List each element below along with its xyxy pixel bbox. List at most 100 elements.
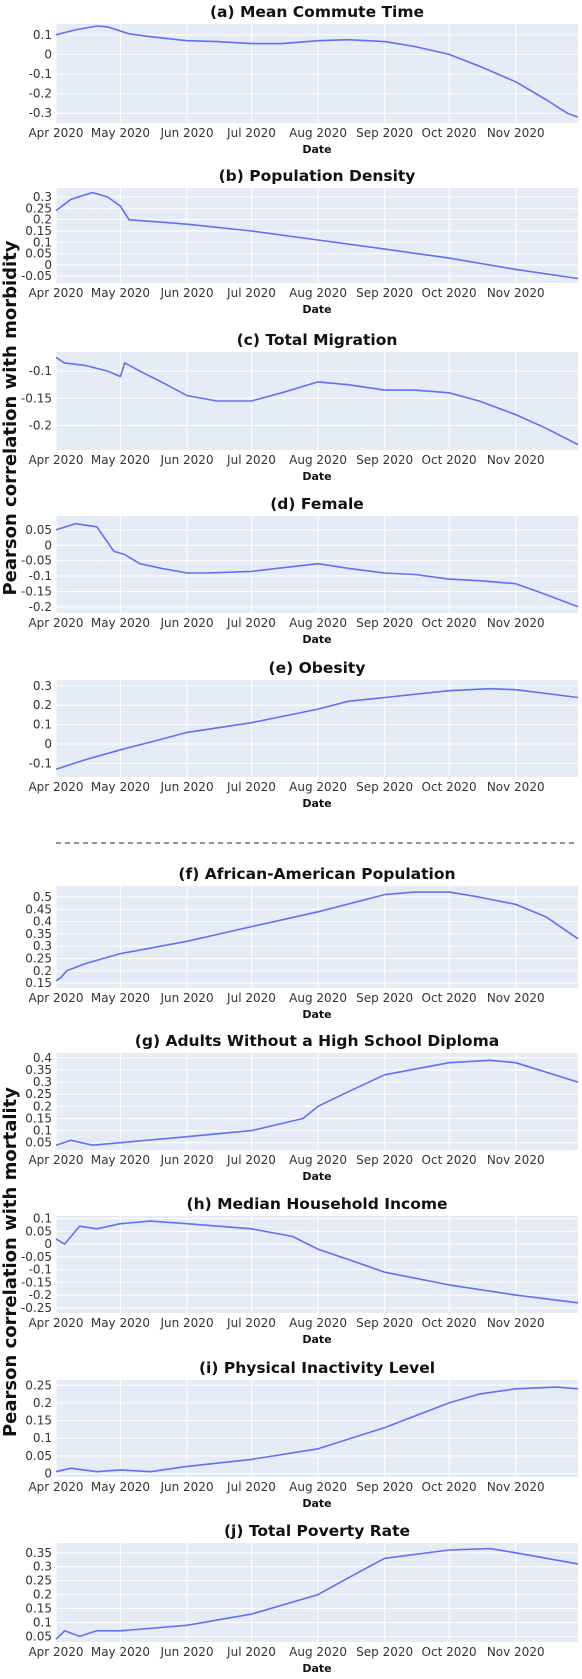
x-tick-label: Jun 2020 [159, 991, 213, 1005]
y-tick-label: 0.3 [33, 1075, 52, 1089]
chart-panel: 0.1 0 -0.1 -0.2 -0.3 Apr 2020 May 2020 Jun 2020… [28, 3, 579, 156]
y-tick-label: 0.05 [25, 1629, 52, 1643]
y-tick-label: 0.5 [33, 890, 52, 904]
y-tick-label: 0.2 [33, 1396, 52, 1410]
y-tick-label: -0.1 [29, 756, 52, 770]
x-tick-label: Jul 2020 [226, 1153, 276, 1167]
y-tick-label: -0.05 [21, 269, 52, 283]
y-tick-label: 0.05 [25, 1136, 52, 1150]
y-tick-label: 0.2 [33, 1099, 52, 1113]
chart-title: (c) Total Migration [237, 331, 398, 349]
x-tick-label: Sep 2020 [356, 1645, 413, 1659]
y-tick-label: 0.1 [33, 28, 52, 42]
y-tick-label: -0.1 [29, 364, 52, 378]
series-line [55, 891, 579, 982]
plot-area [56, 1053, 578, 1150]
y-tick-label: 0.2 [33, 964, 52, 978]
series-line [55, 522, 579, 608]
y-tick-label: 0.1 [33, 1212, 52, 1226]
y-tick-label: 0.05 [25, 1224, 52, 1238]
x-tick-label: Jun 2020 [159, 1645, 213, 1659]
y-tick-label: 0 [44, 258, 52, 272]
y-tick-label: 0.3 [33, 939, 52, 953]
x-tick-label: Sep 2020 [356, 286, 413, 300]
y-tick-label: 0.3 [33, 1560, 52, 1574]
x-tick-label: Jul 2020 [226, 453, 276, 467]
y-tick-label: 0.25 [25, 952, 52, 966]
x-tick-label: Sep 2020 [356, 126, 413, 140]
x-tick-label: Aug 2020 [289, 126, 347, 140]
chart-title: (f) African-American Population [178, 865, 455, 883]
x-tick-label: Jun 2020 [159, 286, 213, 300]
x-tick-label: Nov 2020 [487, 1316, 545, 1330]
x-axis-label: Date [302, 1497, 331, 1510]
x-tick-label: Jul 2020 [226, 286, 276, 300]
y-tick-label: -0.15 [21, 1275, 52, 1289]
x-axis-label: Date [302, 1008, 331, 1021]
x-tick-label: Apr 2020 [28, 286, 83, 300]
x-tick-label: Nov 2020 [487, 453, 545, 467]
chart-panel: 0.40.350.30.250.20.150.10.05 Apr 2020 May … [25, 1032, 579, 1183]
y-tick-label: 0.1 [33, 718, 52, 732]
y-tick-label: 0.3 [33, 190, 52, 204]
y-tick-label: 0.4 [33, 1051, 52, 1065]
chart-panels: 0.1 0 -0.1 -0.2 -0.3 Apr 2020 May 2020 Jun 2020… [21, 3, 579, 1675]
series-line [55, 191, 579, 280]
y-tick-label: 0.05 [25, 247, 52, 261]
x-tick-label: Aug 2020 [289, 1316, 347, 1330]
chart-panel: 0.3 0.2 0.1 0 -0.1 Apr 2020 May 2020 Jun 2020 Ju… [28, 659, 579, 810]
x-tick-label: Aug 2020 [289, 1645, 347, 1659]
y-tick-label: -0.2 [29, 1288, 52, 1302]
x-tick-label: Jul 2020 [226, 991, 276, 1005]
plot-area [56, 1543, 578, 1642]
y-tick-label: -0.1 [29, 569, 52, 583]
x-tick-label: Aug 2020 [289, 1153, 347, 1167]
x-tick-label: Jun 2020 [159, 1480, 213, 1494]
x-tick-label: Nov 2020 [487, 780, 545, 794]
y-tick-label: -0.2 [29, 87, 52, 101]
x-tick-label: Nov 2020 [487, 126, 545, 140]
x-tick-label: Aug 2020 [289, 453, 347, 467]
x-tick-label: Jun 2020 [159, 1153, 213, 1167]
chart-title: (a) Mean Commute Time [210, 3, 424, 21]
x-tick-label: Apr 2020 [28, 616, 83, 630]
x-tick-label: May 2020 [91, 1645, 150, 1659]
series-line [55, 1220, 579, 1304]
x-axis-label: Date [302, 303, 331, 316]
x-tick-label: Nov 2020 [487, 991, 545, 1005]
y-tick-label: -0.1 [29, 1263, 52, 1277]
x-tick-label: Nov 2020 [487, 1480, 545, 1494]
y-tick-label: -0.05 [21, 1250, 52, 1264]
x-tick-label: Aug 2020 [289, 286, 347, 300]
y-tick-label: 0.35 [25, 1546, 52, 1560]
x-tick-label: Sep 2020 [356, 616, 413, 630]
series-line [55, 687, 579, 770]
x-tick-label: Nov 2020 [487, 286, 545, 300]
x-axis-label: Date [302, 1333, 331, 1346]
x-tick-label: Apr 2020 [28, 780, 83, 794]
y-tick-label: 0.15 [25, 224, 52, 238]
x-tick-label: Jul 2020 [226, 1316, 276, 1330]
y-tick-label: -0.15 [21, 391, 52, 405]
x-tick-label: Oct 2020 [422, 286, 477, 300]
series-line [55, 1059, 579, 1146]
x-tick-label: Oct 2020 [422, 780, 477, 794]
x-tick-label: Oct 2020 [422, 616, 477, 630]
y-tick-label: 0.35 [25, 927, 52, 941]
chart-title: (g) Adults Without a High School Diploma [135, 1032, 499, 1050]
y-tick-label: 0.15 [25, 1111, 52, 1125]
chart-panel: 0.050 -0.05-0.1-0.15 -0.2 Apr 2020 May 2020 J… [21, 495, 579, 646]
y-tick-label: 0.05 [25, 523, 52, 537]
x-tick-label: May 2020 [91, 126, 150, 140]
series-line [55, 1386, 579, 1473]
x-tick-label: Oct 2020 [422, 1316, 477, 1330]
x-tick-label: Apr 2020 [28, 1153, 83, 1167]
plot-area [56, 1216, 578, 1313]
plot-area [56, 188, 578, 283]
x-tick-label: Apr 2020 [28, 991, 83, 1005]
x-tick-label: Oct 2020 [422, 991, 477, 1005]
x-axis-label: Date [302, 143, 331, 156]
